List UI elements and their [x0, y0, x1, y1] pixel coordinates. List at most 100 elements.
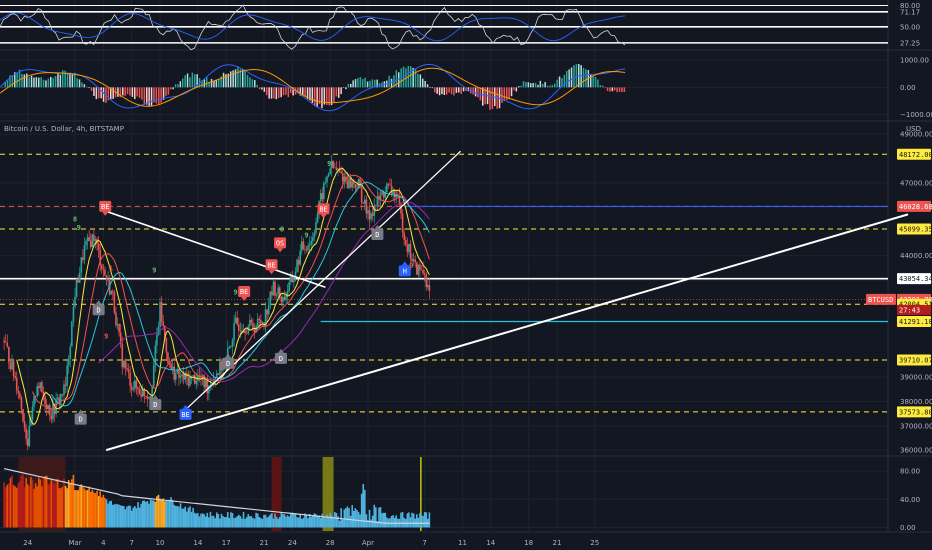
volatility-bar — [178, 506, 180, 528]
volatility-bar — [110, 500, 113, 528]
time-axis-label: 11 — [458, 539, 467, 547]
macd-histogram-bar — [484, 87, 486, 105]
macd-histogram-bar — [491, 87, 494, 110]
candle-body — [427, 284, 429, 287]
candle-body — [384, 191, 387, 198]
signal-marker-sell[interactable]: BE — [238, 286, 251, 302]
candle-body — [110, 291, 113, 295]
macd-histogram-bar — [340, 87, 342, 95]
candle-body — [278, 287, 281, 297]
macd-panel — [0, 63, 626, 112]
candle-body — [277, 287, 279, 295]
candle-body — [267, 305, 270, 315]
axis-tick-label: 0.00 — [900, 84, 916, 92]
price-tag: 37573.88 — [897, 406, 932, 418]
volatility-bar — [360, 493, 363, 528]
macd-histogram-bar — [160, 87, 162, 103]
macd-histogram-bar — [321, 87, 323, 109]
candle-body — [256, 318, 259, 326]
candle-body — [282, 297, 284, 302]
volatility-bar — [61, 486, 64, 528]
volatility-bar — [212, 515, 215, 528]
candle-body — [129, 372, 131, 387]
candle-body — [204, 380, 207, 388]
macd-histogram-bar — [93, 87, 95, 97]
macd-histogram-bar — [206, 77, 208, 88]
signal-marker-buy[interactable]: BE — [179, 404, 192, 420]
candle-body — [193, 374, 196, 384]
volatility-bar — [258, 516, 261, 528]
volatility-bar — [208, 517, 210, 528]
volatility-bar — [67, 480, 70, 528]
macd-histogram-bar — [436, 87, 438, 94]
axis-tick-label: 27.25 — [900, 39, 920, 47]
candle-body — [301, 241, 303, 251]
macd-histogram-bar — [575, 64, 578, 88]
candle-body — [330, 160, 333, 169]
signal-marker-pointer — [320, 214, 327, 219]
price-axis[interactable]: 80.0071.1750.0027.251000.000.00−1000.004… — [866, 2, 932, 532]
signal-marker-label: D — [279, 355, 283, 363]
volatility-bar — [160, 499, 163, 528]
signal-marker-neutral[interactable]: D — [222, 353, 235, 369]
volatility-bar — [134, 506, 136, 528]
candle-body — [124, 360, 127, 369]
signal-marker-sell[interactable]: BE — [317, 203, 330, 219]
candle-body — [285, 295, 287, 300]
price-tag-label: 43054.34 — [899, 275, 932, 283]
volatility-bar — [327, 517, 330, 528]
candle-body — [324, 182, 327, 184]
candle-body — [219, 361, 221, 375]
signal-marker-neutral[interactable]: D — [371, 224, 384, 240]
volatility-bar — [280, 512, 283, 528]
candle-body — [22, 409, 24, 422]
signal-marker-neutral[interactable]: D — [149, 395, 162, 411]
candle-body — [104, 269, 106, 276]
macd-histogram-bar — [129, 87, 131, 96]
candle-body — [151, 386, 153, 400]
time-axis[interactable]: 24 Mar 4 7 10 14 17 21 24 28 Apr 7 11 14 18 21 25 — [23, 539, 599, 547]
volatility-bar — [72, 474, 75, 528]
macd-signal-line — [0, 67, 626, 107]
macd-histogram-bar — [477, 87, 479, 98]
volatility-bar — [30, 477, 32, 528]
macd-histogram-bar — [290, 87, 292, 94]
macd-histogram-bar — [465, 87, 467, 91]
candle-body — [315, 222, 317, 233]
signal-marker-neutral[interactable]: D — [74, 409, 87, 425]
volatility-bar — [182, 508, 185, 528]
signal-marker-pointer — [182, 404, 189, 409]
macd-histogram-bar — [110, 87, 112, 100]
candle-body — [181, 373, 183, 376]
macd-histogram-bar — [215, 79, 218, 88]
volatility-bar — [340, 508, 342, 528]
volatility-bar — [329, 512, 331, 528]
macd-histogram-bar — [249, 77, 251, 88]
signal-marker-sell[interactable]: OS — [274, 237, 287, 253]
candle-body — [337, 168, 339, 171]
signal-marker-neutral[interactable]: D — [275, 348, 288, 364]
macd-histogram-bar — [602, 85, 604, 88]
candle-body — [42, 392, 45, 397]
candle-body — [208, 385, 210, 394]
signal-marker-buy[interactable]: H — [398, 261, 411, 277]
volatility-bar — [323, 517, 325, 528]
signal-marker-pointer — [278, 348, 285, 353]
macd-histogram-bar — [364, 77, 366, 88]
signal-marker-neutral[interactable]: D — [92, 300, 105, 316]
macd-histogram-bar — [126, 87, 129, 95]
time-axis-label: 24 — [23, 539, 32, 547]
volatility-bar — [192, 507, 194, 528]
macd-histogram-bar — [573, 65, 575, 88]
signal-marker-sell[interactable]: BE — [265, 259, 278, 275]
candle-body — [308, 244, 311, 246]
macd-histogram-bar — [90, 87, 93, 91]
macd-histogram-bar — [441, 87, 443, 95]
price-tag-box — [897, 148, 931, 160]
volatility-bar — [332, 517, 335, 528]
volatility-bar — [6, 484, 9, 528]
volatility-bar — [100, 497, 103, 528]
signal-marker-sell[interactable]: BE — [99, 200, 112, 216]
macd-histogram-bar — [412, 67, 414, 88]
volatility-bar — [278, 516, 281, 528]
